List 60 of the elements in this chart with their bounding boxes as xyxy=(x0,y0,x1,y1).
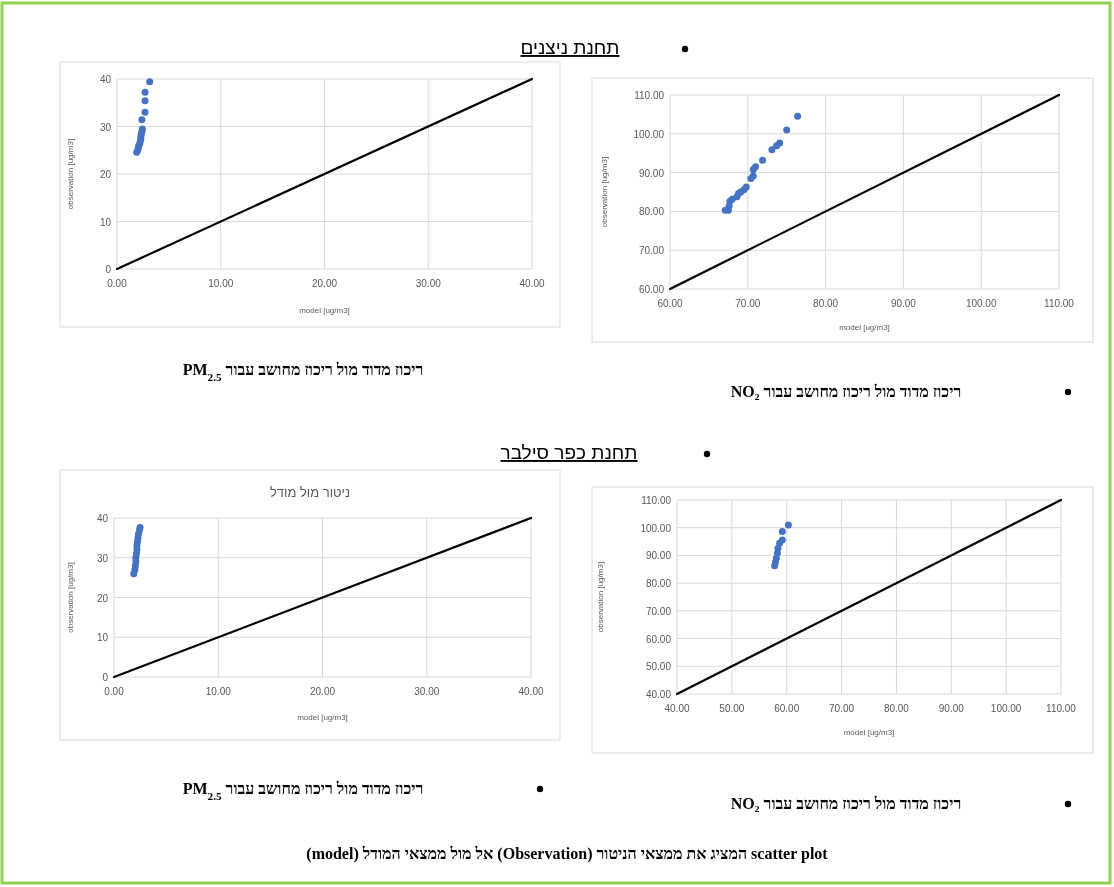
chart-title: ניטור מול מודל xyxy=(269,485,351,500)
x-tick-label: 10.00 xyxy=(208,278,234,289)
x-tick-label: 30.00 xyxy=(415,278,442,289)
y-tick-label: 110.00 xyxy=(641,495,672,506)
y-tick-label: 70.00 xyxy=(638,245,665,257)
x-tick-label: 20.00 xyxy=(311,278,338,289)
x-tick-label: 70.00 xyxy=(829,703,855,714)
x-tick-label: 110.00 xyxy=(1044,298,1075,309)
x-tick-label: 40.00 xyxy=(519,278,545,289)
y-tick-label: 40 xyxy=(99,74,112,85)
y-tick-label: 0 xyxy=(102,672,109,683)
x-tick-label: 0.00 xyxy=(107,278,128,289)
x-tick-label: 100.00 xyxy=(965,298,997,309)
y-tick-label: 10 xyxy=(96,632,109,644)
y-tick-label: 80.00 xyxy=(645,578,672,590)
y-tick-label: 20 xyxy=(99,169,112,180)
y-tick-label: 10 xyxy=(99,216,112,228)
x-tick-label: 10.00 xyxy=(205,686,232,697)
x-tick-label: 100.00 xyxy=(990,703,1022,714)
x-tick-label: 70.00 xyxy=(735,298,761,309)
y-axis-title: observation [ug/m3] xyxy=(596,561,605,633)
y-tick-label: 110.00 xyxy=(634,90,665,101)
x-axis-title: model [ug/m3] xyxy=(297,713,348,722)
y-tick-label: 90.00 xyxy=(645,550,672,562)
y-tick-label: 50.00 xyxy=(645,661,672,673)
y-tick-label: 60.00 xyxy=(645,633,672,645)
x-tick-label: 90.00 xyxy=(938,703,965,714)
text: ריכוז מדוד מול ריכוז מחושב עבור NO₂ xyxy=(730,795,962,812)
y-tick-label: 100.00 xyxy=(633,128,665,140)
x-tick-label: 20.00 xyxy=(309,686,336,697)
x-tick-label: 50.00 xyxy=(719,703,745,714)
x-axis-title: model [ug/m3] xyxy=(843,728,895,737)
y-axis-title: observation [ug/m3] xyxy=(600,156,609,228)
y-tick-label: 30 xyxy=(96,552,109,564)
x-tick-label: 0.00 xyxy=(104,686,125,697)
x-tick-label: 30.00 xyxy=(414,686,440,697)
x-tick-label: 40.00 xyxy=(664,703,690,714)
x-tick-label: 90.00 xyxy=(890,298,917,309)
x-tick-label: 60.00 xyxy=(774,703,800,714)
x-tick-label: 40.00 xyxy=(518,686,544,697)
text: תחנת ניצנים xyxy=(520,37,620,58)
y-axis-title: observation [ug/m3] xyxy=(66,138,75,210)
y-tick-label: 0 xyxy=(105,264,112,275)
x-tick-label: 110.00 xyxy=(1046,703,1077,714)
y-tick-label: 80.00 xyxy=(638,206,665,218)
y-tick-label: 70.00 xyxy=(645,605,672,617)
y-axis-title: observation [ug/m3] xyxy=(66,562,75,633)
y-tick-label: 30 xyxy=(99,121,112,133)
text: תחנת כפר סילבר xyxy=(500,442,638,463)
y-tick-label: 90.00 xyxy=(638,167,665,179)
text: ריכוז מדוד מול ריכוז מחושב עבור NO₂ xyxy=(730,383,962,400)
y-tick-label: 100.00 xyxy=(640,522,672,534)
x-tick-label: 60.00 xyxy=(657,298,683,309)
text: scatter plot המציג את ממצאי הניטור (Observation) אל מול ממצאי המודל (model) xyxy=(306,845,829,863)
x-axis-title: model [ug/m3] xyxy=(299,306,350,315)
y-tick-label: 40 xyxy=(96,513,109,524)
x-tick-label: 80.00 xyxy=(813,298,839,309)
y-tick-label: 20 xyxy=(96,592,109,604)
x-axis-title: model [ug/m3] xyxy=(839,323,890,332)
x-tick-label: 80.00 xyxy=(883,703,910,714)
